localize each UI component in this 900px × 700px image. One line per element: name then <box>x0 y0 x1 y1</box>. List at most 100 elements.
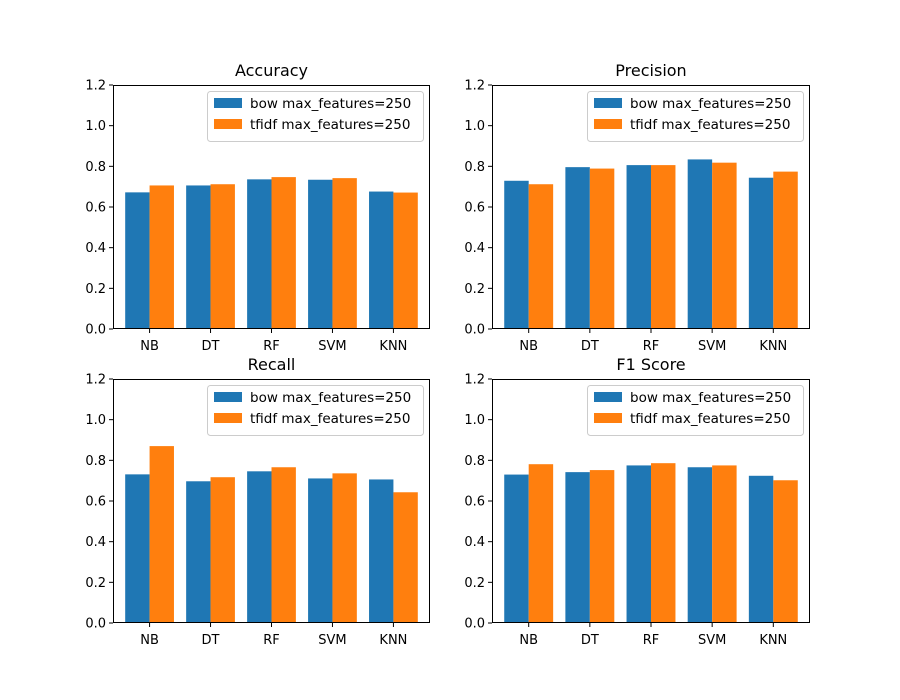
bar-bow-knn <box>748 177 774 329</box>
y-tick-label: 1.2 <box>85 79 106 94</box>
bar-bow-knn <box>369 479 394 623</box>
legend-label-bow: bow max_features=250 <box>630 96 791 112</box>
legend-box <box>207 385 424 436</box>
bar-tfidf-rf <box>271 467 296 623</box>
bar-tfidf-svm <box>712 162 737 329</box>
axes-frame <box>492 85 810 329</box>
y-tick-label: 0.2 <box>464 576 485 591</box>
bar-tfidf-dt <box>210 477 235 623</box>
x-tick-label: KNN <box>759 339 787 354</box>
bar-bow-nb <box>125 192 150 329</box>
y-tick-label: 0.6 <box>464 495 485 510</box>
bar-tfidf-nb <box>528 464 554 623</box>
x-tick-label: NB <box>519 339 538 354</box>
legend-label-bow: bow max_features=250 <box>250 96 411 112</box>
bar-bow-svm <box>687 467 713 623</box>
y-tick-label: 0.2 <box>464 282 485 297</box>
bar-tfidf-svm <box>332 473 357 623</box>
x-tick-label: SVM <box>698 633 726 648</box>
y-tick-label: 1.2 <box>85 373 106 388</box>
legend-swatch-bow <box>214 98 242 108</box>
chart-title: Precision <box>615 61 686 80</box>
x-tick-label: KNN <box>379 339 407 354</box>
bar-bow-nb <box>504 180 529 329</box>
x-tick-label: NB <box>140 339 159 354</box>
bar-bow-nb <box>504 474 529 623</box>
bar-tfidf-dt <box>589 470 615 623</box>
chart-title: Recall <box>248 355 296 374</box>
chart-panel-2: 0.0 0.2 0.4 0.6 0.8 1.0 1.2 NB DT RF SVM KNN Precisi… <box>464 61 810 354</box>
chart-title: F1 Score <box>616 355 685 374</box>
x-tick-label: NB <box>519 633 538 648</box>
bar-bow-rf <box>247 179 272 329</box>
legend-label-bow: bow max_features=250 <box>250 390 411 406</box>
legend-box <box>587 91 804 142</box>
bar-bow-dt <box>186 185 211 329</box>
chart-panel-3: 0.0 0.2 0.4 0.6 0.8 1.0 1.2 NB DT RF SVM KNN Recall b… <box>85 355 430 648</box>
x-tick-label: DT <box>202 633 220 648</box>
bar-tfidf-svm <box>332 178 357 329</box>
y-tick-label: 0.6 <box>85 201 106 216</box>
y-tick-label: 1.0 <box>464 413 485 428</box>
chart-panel-4: 0.0 0.2 0.4 0.6 0.8 1.0 1.2 NB DT RF SVM KNN F1 Scor… <box>464 355 810 648</box>
x-tick-label: RF <box>263 339 280 354</box>
bar-tfidf-nb <box>528 184 554 329</box>
legend-swatch-tfidf <box>214 413 242 423</box>
y-tick-label: 0.8 <box>85 454 106 469</box>
bar-tfidf-rf <box>651 463 676 623</box>
legend-swatch-bow <box>594 392 622 402</box>
x-tick-label: DT <box>581 339 599 354</box>
y-tick-label: 0.4 <box>464 241 485 256</box>
bar-tfidf-dt <box>589 168 615 329</box>
bar-bow-knn <box>369 191 394 329</box>
bar-tfidf-knn <box>393 492 418 623</box>
y-tick-label: 0.8 <box>464 454 485 469</box>
x-tick-label: SVM <box>318 633 346 648</box>
y-tick-label: 1.2 <box>464 79 485 94</box>
x-tick-label: KNN <box>759 633 787 648</box>
y-tick-label: 1.0 <box>85 119 106 134</box>
y-tick-label: 1.0 <box>464 119 485 134</box>
bar-bow-rf <box>626 465 651 623</box>
x-tick-label: DT <box>581 633 599 648</box>
legend-swatch-tfidf <box>594 413 622 423</box>
y-tick-label: 0.6 <box>85 495 106 510</box>
bar-bow-rf <box>247 471 272 623</box>
x-tick-label: NB <box>140 633 159 648</box>
bar-tfidf-knn <box>393 192 418 329</box>
chart-title: Accuracy <box>235 61 308 80</box>
x-tick-label: SVM <box>698 339 726 354</box>
bar-tfidf-nb <box>149 185 174 329</box>
y-tick-label: 0.4 <box>85 535 106 550</box>
bar-bow-svm <box>308 179 333 329</box>
bar-bow-svm <box>308 478 333 623</box>
bar-bow-nb <box>125 474 150 623</box>
y-tick-label: 0.0 <box>85 323 106 338</box>
bar-bow-dt <box>565 167 590 329</box>
bar-tfidf-nb <box>149 446 174 623</box>
y-tick-label: 0.0 <box>464 323 485 338</box>
y-tick-label: 0.0 <box>85 617 106 632</box>
legend-box <box>587 385 804 436</box>
y-tick-label: 0.2 <box>85 282 106 297</box>
x-tick-label: RF <box>643 339 660 354</box>
bar-tfidf-rf <box>271 177 296 329</box>
y-tick-label: 0.8 <box>85 160 106 175</box>
y-tick-label: 0.6 <box>464 201 485 216</box>
x-tick-label: SVM <box>318 339 346 354</box>
y-tick-label: 0.4 <box>464 535 485 550</box>
legend-swatch-tfidf <box>214 119 242 129</box>
bar-tfidf-dt <box>210 184 235 329</box>
chart-panel-1: 0.0 0.2 0.4 0.6 0.8 1.0 1.2 NB DT RF SVM KNN Accurac… <box>85 61 430 354</box>
bar-tfidf-rf <box>651 165 676 329</box>
bar-tfidf-knn <box>773 480 798 623</box>
y-tick-label: 1.0 <box>85 413 106 428</box>
y-tick-label: 0.4 <box>85 241 106 256</box>
x-tick-label: RF <box>263 633 280 648</box>
legend-swatch-tfidf <box>594 119 622 129</box>
legend-label-tfidf: tfidf max_features=250 <box>630 411 790 427</box>
y-tick-label: 0.8 <box>464 160 485 175</box>
